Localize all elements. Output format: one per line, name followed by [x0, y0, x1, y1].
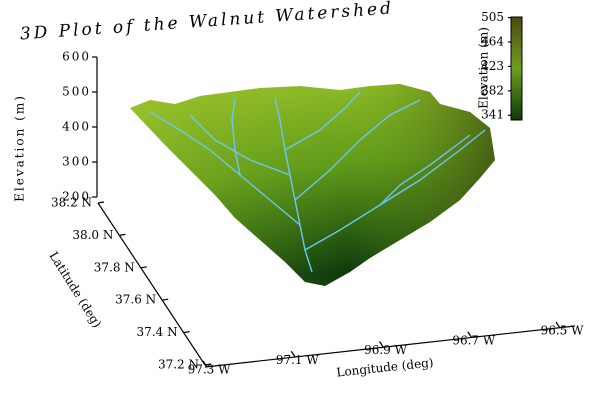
y-tick-label: 38.0 N	[72, 228, 113, 242]
z-tick-label: 300	[62, 155, 91, 169]
colorbar-tick-label: 341	[481, 108, 504, 122]
x-axis-label: Longitude (deg)	[336, 355, 434, 379]
x-tick-label: 96.9 W	[364, 343, 408, 357]
y-tick	[97, 201, 105, 204]
y-tick	[140, 266, 147, 269]
stream	[231, 97, 241, 176]
stream	[294, 99, 421, 201]
stream	[379, 134, 471, 206]
x-tick-label: 97.1 W	[276, 353, 320, 367]
z-tick-label: 600	[62, 50, 91, 64]
stream	[284, 91, 361, 151]
y-tick-label: 37.2 N	[158, 358, 199, 372]
z-tick-label: 400	[62, 120, 91, 134]
y-tick-label: 37.6 N	[115, 293, 156, 307]
y-tick	[162, 298, 169, 301]
colorbar-tick-label: 505	[481, 10, 504, 24]
y-axis	[97, 202, 206, 366]
y-tick	[119, 233, 126, 236]
surface	[130, 84, 495, 286]
stream	[189, 114, 291, 176]
colorbar-tick-label: 464	[481, 35, 504, 49]
x-tick	[555, 321, 561, 329]
colorbar-label: Elevation (m)	[477, 27, 491, 109]
x-axis	[204, 325, 576, 368]
colorbar-tick-label: 382	[481, 83, 504, 97]
y-tick-label: 37.8 N	[94, 260, 135, 274]
colorbar	[510, 16, 523, 121]
x-tick	[379, 341, 384, 348]
stream	[274, 97, 313, 273]
stream	[304, 129, 486, 251]
y-tick	[183, 331, 190, 334]
x-tick-label: 97.3 W	[188, 363, 232, 377]
x-tick	[202, 360, 208, 368]
z-tick-label: 500	[62, 85, 91, 99]
x-tick-label: 96.5 W	[541, 324, 585, 338]
x-tick	[290, 350, 296, 358]
z-tick-label: 200	[62, 190, 91, 204]
chart-title: 3D Plot of the Walnut Watershed	[19, 0, 394, 44]
colorbar-tick-label: 423	[481, 59, 504, 73]
y-tick-label: 38.2 N	[51, 196, 92, 210]
x-tick	[467, 331, 473, 339]
x-tick-label: 96.7 W	[452, 333, 496, 347]
stream	[149, 111, 301, 226]
y-tick-label: 37.4 N	[137, 325, 178, 339]
z-axis-label: Elevation (m)	[13, 94, 27, 202]
